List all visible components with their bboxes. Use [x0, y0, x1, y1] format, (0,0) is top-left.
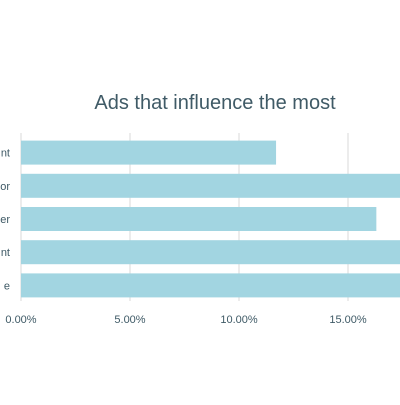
- x-tick-label: 10.00%: [220, 314, 258, 326]
- category-label: nt: [1, 247, 10, 259]
- bar: [21, 173, 400, 198]
- x-tick-labels: 0.00% 5.00% 10.00% 15.00%: [5, 314, 366, 326]
- bar: [21, 240, 400, 265]
- category-label: or: [0, 181, 10, 193]
- bars: [21, 140, 400, 298]
- category-label: nt: [1, 148, 10, 160]
- category-label: e: [4, 280, 10, 292]
- category-label: er: [0, 214, 10, 226]
- bar: [21, 140, 277, 165]
- bar: [21, 207, 377, 231]
- x-tick-label: 5.00%: [114, 314, 145, 326]
- x-tick-label: 15.00%: [329, 314, 367, 326]
- category-labels: nt or er nt e: [0, 148, 10, 293]
- bar: [21, 273, 400, 298]
- chart-title: Ads that influence the most: [94, 92, 336, 114]
- x-tick-label: 0.00%: [5, 314, 36, 326]
